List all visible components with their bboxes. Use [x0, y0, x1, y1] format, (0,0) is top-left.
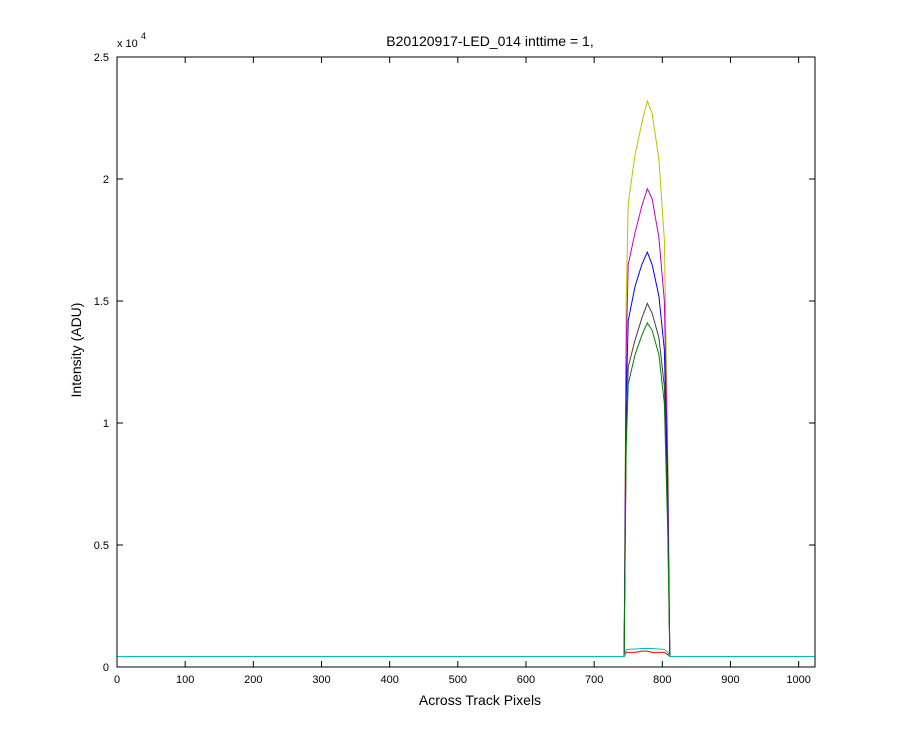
- x-tick-label: 600: [517, 674, 535, 686]
- x-tick-label: 900: [721, 674, 739, 686]
- x-tick-label: 0: [114, 674, 120, 686]
- y-axis-label: Intensity (ADU): [68, 303, 84, 398]
- y-multiplier-exponent: 4: [141, 31, 146, 41]
- chart-title: B20120917-LED_014 inttime = 1,: [386, 33, 593, 49]
- x-tick-label: 700: [585, 674, 603, 686]
- y-multiplier: x 10: [117, 38, 138, 50]
- x-tick-label: 100: [176, 674, 194, 686]
- y-tick-label: 2.5: [94, 52, 109, 64]
- series-line: [117, 647, 815, 658]
- x-tick-label: 500: [449, 674, 467, 686]
- y-tick-label: 0.5: [94, 540, 109, 552]
- y-tick-label: 0: [103, 662, 109, 674]
- x-tick-label: 1000: [786, 674, 810, 686]
- axes-box: [116, 56, 816, 668]
- x-tick-label: 300: [312, 674, 330, 686]
- y-tick-label: 2: [103, 174, 109, 186]
- x-tick-label: 800: [653, 674, 671, 686]
- plot-area: [117, 57, 815, 667]
- x-tick-label: 400: [380, 674, 398, 686]
- y-tick-label: 1: [103, 418, 109, 430]
- x-axis-label: Across Track Pixels: [419, 692, 541, 708]
- x-tick-label: 200: [244, 674, 262, 686]
- y-tick-label: 1.5: [94, 296, 109, 308]
- series-line: [117, 321, 815, 658]
